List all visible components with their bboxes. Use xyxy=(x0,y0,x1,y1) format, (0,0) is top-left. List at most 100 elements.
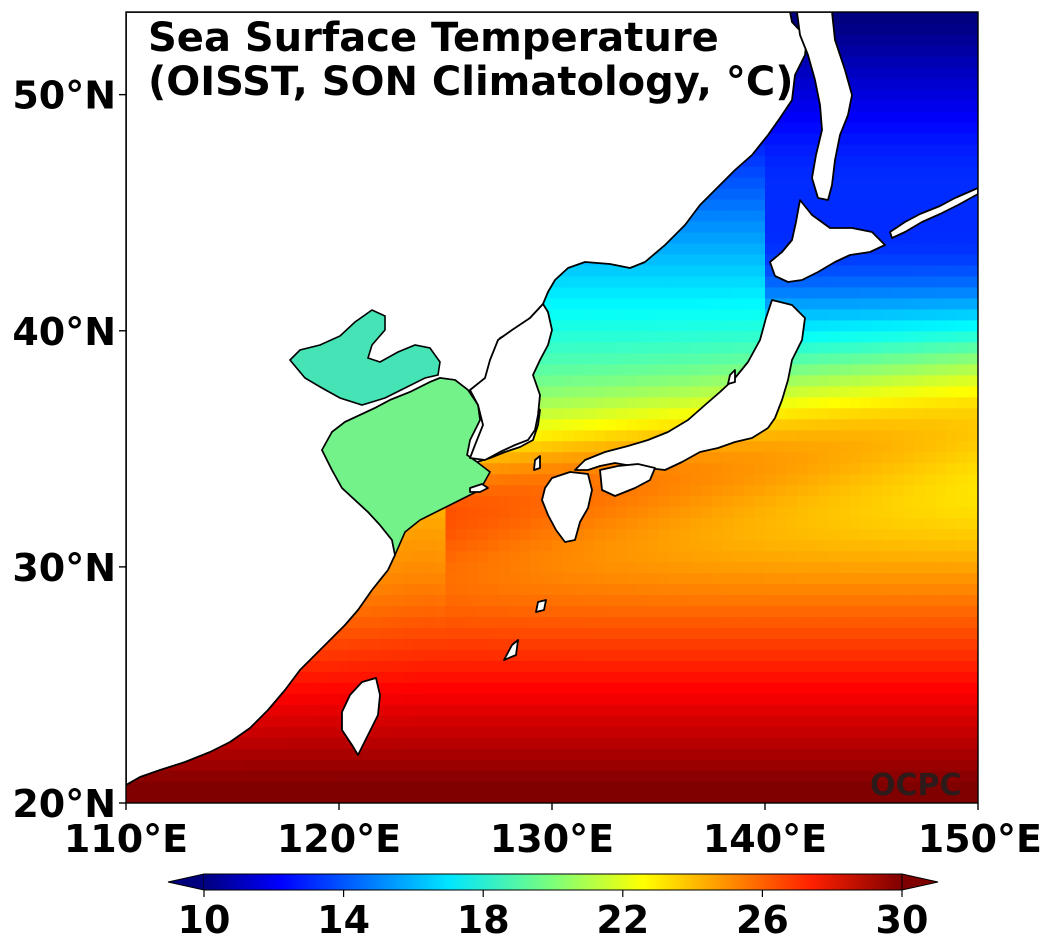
sst-cell xyxy=(307,737,319,749)
sst-cell xyxy=(722,451,734,464)
sst-cell xyxy=(807,352,820,365)
sst-cell xyxy=(477,748,489,760)
sst-cell xyxy=(669,352,681,365)
sst-cell xyxy=(860,781,873,793)
sst-cell xyxy=(775,715,788,727)
sst-cell xyxy=(541,792,553,803)
sst-cell xyxy=(647,286,660,299)
sst-cell xyxy=(818,462,830,475)
sst-cell xyxy=(594,506,607,519)
sst-cell xyxy=(509,715,521,727)
sst-cell xyxy=(669,319,681,332)
sst-cell xyxy=(850,462,862,475)
sst-cell xyxy=(647,352,660,365)
sst-cell xyxy=(754,220,766,233)
sst-cell xyxy=(647,385,660,398)
sst-cell xyxy=(828,374,841,387)
sst-cell xyxy=(520,759,532,771)
sst-cell xyxy=(594,748,607,760)
sst-cell xyxy=(796,704,809,716)
sst-cell xyxy=(562,682,575,694)
sst-cell xyxy=(456,748,468,760)
sst-cell xyxy=(743,770,756,782)
sst-cell xyxy=(850,33,862,46)
sst-cell xyxy=(850,649,862,661)
sst-cell xyxy=(392,594,404,607)
sst-cell xyxy=(392,605,404,618)
sst-cell xyxy=(477,638,489,650)
sst-cell xyxy=(669,242,681,255)
sst-cell xyxy=(211,770,223,782)
sst-cell xyxy=(818,671,830,683)
sst-cell xyxy=(658,550,670,563)
sst-cell xyxy=(466,572,479,585)
sst-cell xyxy=(370,715,383,727)
sst-cell xyxy=(541,407,553,420)
sst-cell xyxy=(818,737,830,749)
sst-cell xyxy=(828,319,841,332)
sst-cell xyxy=(594,517,607,530)
sst-cell xyxy=(701,682,713,694)
sst-cell xyxy=(594,583,607,596)
sst-cell xyxy=(754,539,766,552)
sst-cell xyxy=(626,671,638,683)
sst-cell xyxy=(637,275,649,288)
sst-cell xyxy=(477,759,489,771)
sst-cell xyxy=(743,297,756,310)
sst-cell xyxy=(647,704,660,716)
sst-cell xyxy=(658,682,670,694)
sst-cell xyxy=(637,385,649,398)
sst-cell xyxy=(711,363,724,376)
sst-cell xyxy=(594,693,607,705)
sst-cell xyxy=(828,792,841,803)
sst-cell xyxy=(147,792,159,803)
sst-cell xyxy=(775,286,788,299)
sst-cell xyxy=(775,407,788,420)
sst-cell xyxy=(828,396,841,409)
sst-cell xyxy=(743,484,756,497)
sst-cell xyxy=(669,583,681,596)
sst-cell xyxy=(701,308,713,321)
sst-cell xyxy=(860,528,873,541)
sst-cell xyxy=(796,539,809,552)
sst-cell xyxy=(424,627,436,640)
sst-cell xyxy=(637,396,649,409)
sst-cell xyxy=(615,396,628,409)
sst-cell xyxy=(850,759,862,771)
sst-cell xyxy=(520,627,532,640)
sst-cell xyxy=(562,319,575,332)
sst-cell xyxy=(583,561,596,574)
sst-cell xyxy=(786,198,798,211)
sst-cell xyxy=(530,473,543,486)
sst-cell xyxy=(690,627,702,640)
sst-cell xyxy=(786,792,798,803)
sst-cell xyxy=(637,407,649,420)
sst-cell xyxy=(850,44,862,57)
sst-cell xyxy=(466,682,479,694)
sst-cell xyxy=(520,495,532,508)
sst-cell xyxy=(296,671,308,683)
sst-cell xyxy=(796,341,809,354)
sst-cell xyxy=(466,594,479,607)
sst-cell xyxy=(498,638,511,650)
sst-cell xyxy=(679,473,692,486)
sst-cell xyxy=(701,352,713,365)
sst-cell xyxy=(647,341,660,354)
sst-cell xyxy=(796,528,809,541)
sst-cell xyxy=(733,286,745,299)
sst-cell xyxy=(850,704,862,716)
sst-cell xyxy=(552,594,564,607)
sst-cell xyxy=(221,770,234,782)
sst-cell xyxy=(669,770,681,782)
sst-cell xyxy=(647,649,660,661)
sst-cell xyxy=(701,220,713,233)
sst-cell xyxy=(796,462,809,475)
sst-cell xyxy=(498,473,511,486)
sst-cell xyxy=(647,495,660,508)
sst-cell xyxy=(839,121,851,134)
sst-cell xyxy=(615,495,628,508)
sst-cell xyxy=(669,748,681,760)
sst-cell xyxy=(647,682,660,694)
sst-cell xyxy=(754,176,766,189)
sst-cell xyxy=(711,528,724,541)
